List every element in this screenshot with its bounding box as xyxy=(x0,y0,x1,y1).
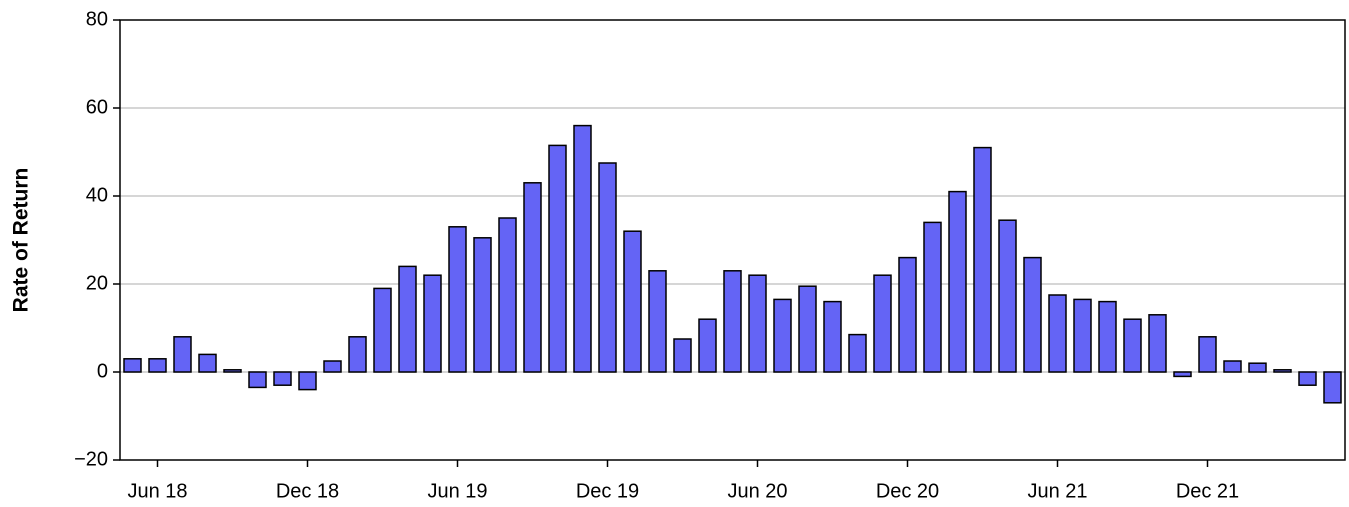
bar xyxy=(723,270,742,373)
bar xyxy=(1048,294,1067,373)
x-tick-label: Dec 20 xyxy=(876,480,939,502)
bar xyxy=(373,287,392,373)
bar xyxy=(923,221,942,373)
bar xyxy=(573,124,592,373)
bar xyxy=(1098,300,1117,373)
bar xyxy=(1323,371,1342,404)
bar xyxy=(498,217,517,373)
bar xyxy=(623,230,642,373)
bar xyxy=(298,371,317,391)
bar xyxy=(398,265,417,373)
bar xyxy=(198,353,217,373)
x-tick-label: Dec 18 xyxy=(276,480,339,502)
bar xyxy=(1248,362,1267,373)
plot-frame xyxy=(119,19,1346,461)
bar xyxy=(1148,314,1167,373)
bar xyxy=(673,338,692,373)
x-tick-label: Jun 21 xyxy=(1027,480,1087,502)
x-tick-label: Jun 20 xyxy=(727,480,787,502)
x-tick-label: Dec 19 xyxy=(576,480,639,502)
bar xyxy=(248,371,267,389)
y-tick-label: 40 xyxy=(86,184,108,206)
bar xyxy=(1298,371,1317,386)
bar xyxy=(998,219,1017,373)
bar xyxy=(148,358,167,373)
bar xyxy=(523,182,542,373)
bar xyxy=(173,336,192,373)
bar xyxy=(1273,369,1292,373)
bar xyxy=(773,298,792,373)
y-tick-label: 20 xyxy=(86,272,108,294)
y-axis-label: Rate of Return xyxy=(10,168,33,313)
x-tick-label: Dec 21 xyxy=(1176,480,1239,502)
bar xyxy=(698,318,717,373)
bar xyxy=(648,270,667,373)
bar xyxy=(948,190,967,373)
bar xyxy=(1023,256,1042,373)
x-tick-label: Jun 18 xyxy=(127,480,187,502)
bar xyxy=(598,162,617,373)
bar xyxy=(873,274,892,373)
x-tick-label: Jun 19 xyxy=(427,480,487,502)
bar xyxy=(273,371,292,386)
bar xyxy=(823,300,842,373)
y-tick-label: 80 xyxy=(86,8,108,30)
bar xyxy=(798,285,817,373)
bar xyxy=(848,333,867,373)
bar xyxy=(223,369,242,373)
bar xyxy=(1173,371,1192,378)
bar xyxy=(348,336,367,373)
bar xyxy=(448,226,467,373)
bar xyxy=(548,144,567,373)
bar xyxy=(1123,318,1142,373)
bar xyxy=(898,256,917,373)
bar xyxy=(748,274,767,373)
bar xyxy=(123,358,142,373)
y-tick-label: −20 xyxy=(74,448,108,470)
bar xyxy=(973,146,992,373)
bar xyxy=(1198,336,1217,373)
y-tick-label: 60 xyxy=(86,96,108,118)
bar xyxy=(323,360,342,373)
y-tick-label: 0 xyxy=(97,360,108,382)
bar xyxy=(1223,360,1242,373)
bar xyxy=(473,237,492,373)
bar xyxy=(1073,298,1092,373)
bar xyxy=(423,274,442,373)
